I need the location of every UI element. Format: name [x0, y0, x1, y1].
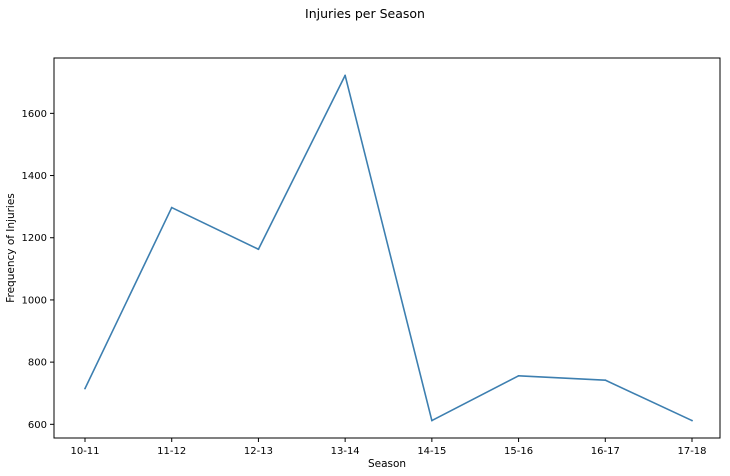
data-point [170, 206, 173, 209]
chart-title: Injuries per Season [305, 6, 425, 21]
x-tick-label: 15-16 [504, 446, 533, 457]
y-tick-label: 800 [28, 358, 47, 369]
x-tick-label: 14-15 [417, 446, 446, 457]
data-point [431, 419, 433, 422]
line-segment [604, 379, 693, 422]
x-tick-label: 17-18 [677, 446, 706, 457]
data-point [691, 419, 693, 422]
line-segment [431, 375, 520, 422]
line-segment [344, 74, 433, 422]
y-tick-label: 1200 [22, 233, 47, 244]
y-tick-label: 1600 [22, 109, 47, 120]
data-point [257, 248, 260, 251]
x-axis-label: Season [368, 458, 406, 470]
line-segment [257, 74, 346, 251]
x-tick-label: 10-11 [70, 446, 99, 457]
plot-area-frame [53, 57, 721, 439]
y-axis: 600 800 1000 1200 1400 1600 [22, 109, 54, 431]
x-axis: 10-11 11-12 12-13 13-14 14-15 15-16 16-17 17-18 [70, 438, 707, 457]
x-tick-label: 13-14 [331, 446, 360, 457]
x-tick-label: 16-17 [591, 446, 620, 457]
data-point [84, 387, 86, 390]
series-layer [84, 74, 693, 422]
x-tick-label: 12-13 [244, 446, 273, 457]
y-axis-label: Frequency of Injuries [5, 193, 17, 303]
data-point [517, 375, 520, 377]
data-point [344, 74, 346, 77]
x-tick-label: 11-12 [157, 446, 186, 457]
y-tick-label: 600 [28, 420, 47, 431]
line-segment [84, 206, 173, 390]
line-segment [170, 206, 260, 251]
y-tick-label: 1400 [22, 171, 47, 182]
y-tick-label: 1000 [22, 295, 47, 306]
line-segment [517, 375, 607, 381]
data-point [604, 379, 607, 381]
series-line [84, 74, 693, 422]
